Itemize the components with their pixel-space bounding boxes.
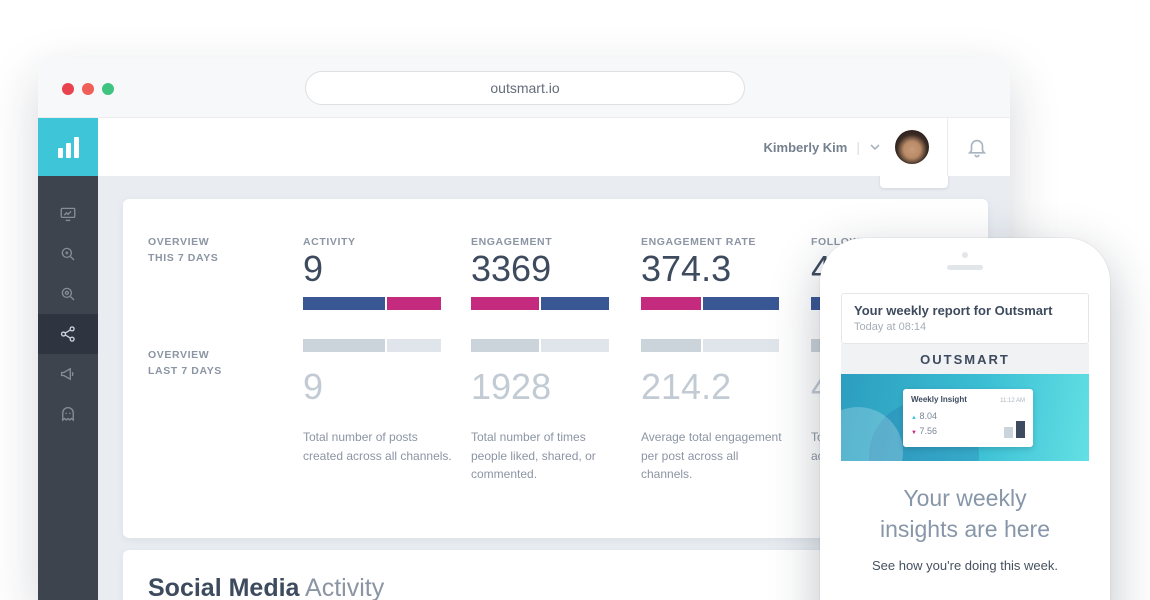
metric-current-value: 9: [303, 248, 324, 289]
bar-segment-blue: [541, 297, 609, 310]
user-area: Kimberly Kim |: [764, 118, 1010, 176]
megaphone-icon: [60, 367, 74, 381]
chevron-down-icon[interactable]: [869, 143, 881, 151]
bar-segment-gray: [641, 339, 701, 352]
phone-speaker-icon: [947, 265, 983, 270]
url-text: outsmart.io: [490, 80, 560, 96]
mini-bar-dark: [1016, 421, 1025, 439]
insight-stat-2: 7.56: [919, 425, 937, 436]
insight-card-time: 11:12 AM: [1000, 398, 1025, 404]
insight-card-title: Weekly Insight: [911, 395, 967, 404]
window-controls: [62, 83, 114, 95]
divider: [947, 118, 948, 176]
zoom-plus-icon: [61, 247, 75, 261]
metric-current-value: 3369: [471, 248, 552, 289]
trend-down-icon: ▼: [911, 429, 917, 436]
logo-bar-icon: [65, 143, 71, 158]
bar-segment-pink: [387, 297, 441, 310]
social-title-strong: Social Media: [148, 574, 300, 600]
bar-segment-gray-light: [387, 339, 441, 352]
notifications-bell-icon[interactable]: [966, 135, 988, 159]
bar-segment-gray-light: [541, 339, 609, 352]
bar-segment-gray-light: [703, 339, 779, 352]
metric-label: ACTIVITY: [303, 236, 356, 248]
app-header: Kimberly Kim |: [38, 118, 1010, 176]
presentation-chart-icon: [60, 207, 76, 222]
bar-segment-gray: [471, 339, 539, 352]
bar-segment-blue: [703, 297, 779, 310]
metric-previous-value: 1928: [471, 366, 552, 407]
metric-previous-value: 9: [303, 366, 324, 407]
overview-current-label: OVERVIEW THIS 7 DAYS: [148, 235, 218, 267]
phone-camera-icon: [962, 252, 968, 258]
metric-description: Total number of times people liked, shar…: [471, 430, 596, 482]
metric-current-bar: [303, 297, 441, 310]
insight-mini-bar-chart: [1004, 409, 1025, 439]
notification-time: Today at 08:14: [854, 321, 927, 333]
maximize-window-icon[interactable]: [102, 83, 114, 95]
brand-name: OUTSMART: [920, 351, 1010, 367]
insight-card-stats: ▲ 8.04 ▼ 7.56: [911, 409, 937, 438]
metric-previous-bar: [471, 339, 609, 352]
metric-column-activity: ACTIVITY 9 9 Total number of posts creat…: [303, 199, 453, 538]
user-name[interactable]: Kimberly Kim: [763, 139, 848, 155]
sidebar-item-monitor[interactable]: [38, 274, 98, 314]
ghost-icon: [62, 406, 74, 422]
trend-up-icon: ▲: [911, 415, 917, 421]
separator: |: [856, 139, 860, 155]
overview-current-label-line2: THIS 7 DAYS: [148, 251, 219, 264]
metric-current-bar: [471, 297, 609, 310]
email-brand-bar: OUTSMART: [841, 344, 1089, 374]
overview-previous-label: OVERVIEW LAST 7 DAYS: [148, 348, 222, 380]
sidebar-item-engage[interactable]: [38, 394, 98, 434]
zoom-target-icon: [61, 287, 75, 301]
metric-previous-value: 214.2: [641, 366, 732, 407]
address-bar[interactable]: outsmart.io: [305, 71, 745, 105]
mini-bar-gray: [1004, 427, 1013, 439]
metric-current-bar: [641, 297, 779, 310]
app-logo[interactable]: [38, 118, 98, 176]
metric-description: Average total engagement per post across…: [641, 430, 782, 482]
phone-screen: Your weekly report for Outsmart Today at…: [841, 293, 1089, 600]
sidebar-item-discover[interactable]: [38, 234, 98, 274]
overview-previous-label-line2: LAST 7 DAYS: [148, 364, 222, 377]
bar-segment-pink: [471, 297, 539, 310]
social-card-title: Social Media Activity: [148, 574, 988, 600]
sidebar-nav: [38, 176, 98, 600]
social-title-light: Activity: [299, 574, 385, 600]
avatar[interactable]: [895, 130, 929, 164]
share-network-icon: [60, 326, 75, 342]
notification-title: Your weekly report for Outsmart: [854, 303, 1053, 318]
phone-notification[interactable]: Your weekly report for Outsmart Today at…: [841, 293, 1089, 344]
metric-column-engagement: ENGAGEMENT 3369 1928 Total number of tim…: [471, 199, 621, 538]
email-hero-image: Weekly Insight 11:12 AM ▲ 8.04 ▼ 7.56: [841, 374, 1089, 461]
email-subtext: See how you're doing this week.: [871, 558, 1059, 574]
close-window-icon[interactable]: [62, 83, 74, 95]
bar-segment-pink: [641, 297, 701, 310]
metric-previous-bar: [641, 339, 779, 352]
period-dropdown-partial[interactable]: [880, 176, 948, 188]
overview-previous-label-line1: OVERVIEW: [148, 349, 210, 361]
insight-stat-1: 8.04: [919, 411, 937, 421]
weekly-insight-mini-card: Weekly Insight 11:12 AM ▲ 8.04 ▼ 7.56: [903, 389, 1033, 447]
metric-current-value: 374.3: [641, 248, 732, 289]
phone-mockup: Your weekly report for Outsmart Today at…: [820, 238, 1110, 600]
metric-label: ENGAGEMENT RATE: [641, 236, 756, 248]
bar-segment-gray: [303, 339, 385, 352]
logo-bar-icon: [57, 148, 63, 158]
metric-description: Total number of posts created across all…: [303, 430, 452, 463]
metric-column-engagement-rate: ENGAGEMENT RATE 374.3 214.2 Average tota…: [641, 199, 791, 538]
browser-chrome: outsmart.io: [38, 58, 1010, 118]
logo-bar-icon: [73, 137, 79, 158]
sidebar-item-social[interactable]: [38, 314, 98, 354]
minimize-window-icon[interactable]: [82, 83, 94, 95]
overview-current-label-line1: OVERVIEW: [148, 236, 210, 248]
email-headline: Your weekly insights are here: [879, 485, 1051, 543]
sidebar-item-campaigns[interactable]: [38, 354, 98, 394]
metric-label: ENGAGEMENT: [471, 236, 553, 248]
sidebar-item-presentation[interactable]: [38, 194, 98, 234]
metric-previous-bar: [303, 339, 441, 352]
bar-segment-blue: [303, 297, 385, 310]
